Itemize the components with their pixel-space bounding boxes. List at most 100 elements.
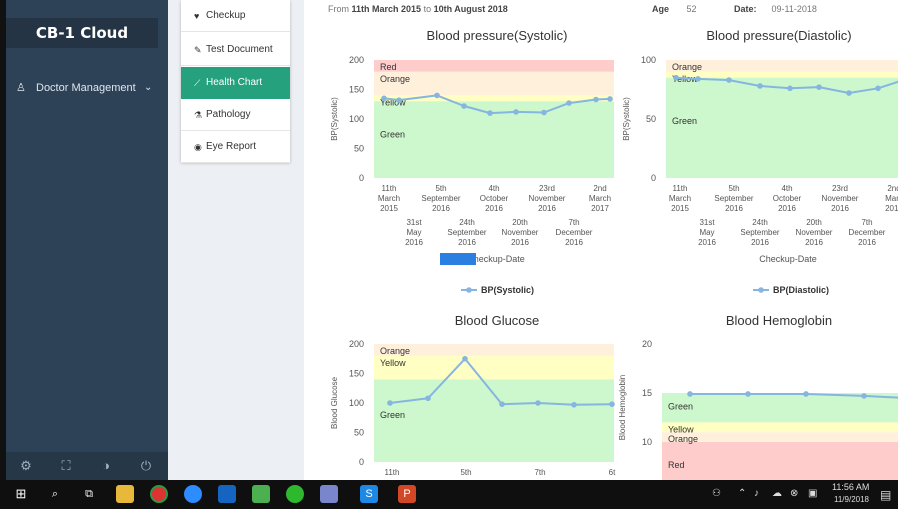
paint-icon[interactable] (252, 485, 270, 503)
x-tick-label: 11th (382, 184, 397, 193)
menu-item-pathology[interactable]: ⚗ Pathology (181, 99, 290, 131)
x-tick-label: October (480, 194, 509, 203)
menu-item-eye-report[interactable]: ◉ Eye Report (181, 131, 290, 163)
date-range: From 11th March 2015 to 10th August 2018 (328, 4, 508, 14)
x-tick-label: May (699, 228, 714, 237)
y-tick-label: 200 (349, 339, 364, 349)
zone-label-red: Red (380, 62, 397, 72)
zone-label-orange: Orange (380, 346, 410, 356)
y-tick-label: 50 (354, 144, 364, 154)
data-point (513, 109, 519, 115)
y-tick-label: 100 (349, 398, 364, 408)
zone-band-orange (662, 432, 898, 442)
tray-chevron-icon[interactable]: ⌃ (738, 488, 747, 499)
eye-slash-icon[interactable]: ◑ (102, 458, 110, 473)
skype-icon[interactable]: S (360, 485, 378, 503)
x-tick-label: 2017 (885, 204, 898, 213)
zone-label-green: Green (672, 116, 697, 126)
keyboard-icon[interactable]: ▣ (808, 488, 818, 499)
x-tick-label: 2016 (565, 238, 583, 247)
data-point (566, 100, 572, 106)
people-icon[interactable]: ⚇ (712, 488, 721, 499)
legend-swatch-dot (466, 287, 472, 293)
data-point (461, 103, 467, 109)
powerpoint-icon[interactable]: P (398, 485, 416, 503)
volume-icon[interactable]: ♪ (754, 488, 759, 499)
fullscreen-icon[interactable]: ⛶ (61, 458, 71, 473)
zone-band-yellow (666, 71, 898, 78)
x-tick-label: December (849, 228, 886, 237)
task-view-icon[interactable]: ⧉ (85, 488, 93, 500)
health-charts: RedOrangeYellowGreen050100150200BP(Systo… (330, 55, 898, 480)
y-tick-label: 200 (349, 55, 364, 65)
x-tick-label: 20th (512, 218, 528, 227)
y-tick-label: 50 (646, 114, 656, 124)
zone-band-yellow (374, 95, 614, 102)
paperclip-icon: ✎ (194, 45, 202, 55)
y-tick-label: 0 (359, 457, 364, 467)
y-tick-label: 20 (642, 339, 652, 349)
outlook-icon[interactable] (218, 485, 236, 503)
menu-item-label: Pathology (206, 109, 251, 120)
menu-item-label: Health Chart (206, 77, 263, 88)
x-tick-label: 7th (534, 468, 545, 477)
zone-label-green: Green (380, 410, 405, 420)
x-tick-label: 23rd (539, 184, 555, 193)
y-tick-label: 50 (354, 428, 364, 438)
y-tick-label: 100 (349, 114, 364, 124)
y-axis-label: Blood Hemoglobin (618, 375, 627, 440)
battery-icon[interactable]: ⊗ (790, 488, 799, 499)
search-icon[interactable]: ⌕ (51, 488, 59, 500)
sitemap-icon: ♙ (16, 82, 26, 94)
y-axis-label: BP(Systolic) (330, 97, 339, 141)
data-point (396, 97, 402, 103)
zone-band-red (374, 60, 614, 72)
notifications-icon[interactable]: ▤ (880, 488, 892, 502)
clock-time[interactable]: 11:56 AM (832, 482, 870, 492)
data-point (861, 393, 867, 399)
legend-label: BP(Diastolic) (773, 285, 829, 295)
data-point (816, 84, 822, 90)
gear-icon[interactable]: ⚙ (20, 458, 32, 473)
windows-taskbar: ⊞ ⌕ ⧉ S P ⚇ ⌃ ♪ ☁ ⊗ ▣ 11:56 AM 11/9/2018… (0, 480, 898, 509)
sidebar-item-doctor-management[interactable]: ♙ Doctor Management ⌄ (6, 76, 168, 100)
chevron-down-icon[interactable]: ⌄ (144, 82, 153, 93)
x-tick-label: 4th (488, 184, 499, 193)
windows-start-icon[interactable]: ⊞ (15, 486, 27, 501)
data-point (535, 400, 541, 406)
x-tick-label: May (406, 228, 421, 237)
file-explorer-icon[interactable] (116, 485, 134, 503)
x-tick-label: 2016 (432, 204, 450, 213)
x-tick-label: September (447, 228, 486, 237)
y-tick-label: 0 (651, 173, 656, 183)
x-tick-label: 2015 (380, 204, 398, 213)
x-tick-label: 24th (459, 218, 475, 227)
menu-item-test-document[interactable]: ✎ Test Document (181, 34, 290, 66)
x-tick-label: September (740, 228, 779, 237)
x-tick-label: November (796, 228, 833, 237)
x-tick-label: 2016 (511, 238, 529, 247)
notes-icon[interactable] (320, 485, 338, 503)
chrome-icon[interactable] (150, 485, 168, 503)
x-tick-label: 11th (673, 184, 688, 193)
network-icon[interactable]: ☁ (772, 488, 782, 499)
chart-title-glucose: Blood Glucose (454, 313, 540, 328)
data-point (687, 391, 693, 397)
menu-item-checkup[interactable]: ♥ Checkup (181, 0, 290, 32)
record-menu: ♥ Checkup ✎ Test Document ⟋ Health Chart… (181, 0, 290, 163)
zoom-icon[interactable] (184, 485, 202, 503)
x-tick-label: 6t (609, 468, 616, 477)
y-axis-label: BP(Systolic) (622, 97, 631, 141)
line-chat-icon[interactable] (286, 485, 304, 503)
power-icon[interactable]: ⏻ (140, 458, 152, 473)
data-point (757, 83, 763, 89)
x-tick-label: 2nd (887, 184, 898, 193)
x-tick-label: November (529, 194, 566, 203)
zone-band-orange (374, 71, 614, 96)
menu-item-health-chart[interactable]: ⟋ Health Chart (181, 67, 290, 99)
data-point (387, 400, 393, 406)
x-tick-label: 2016 (405, 238, 423, 247)
clock-date[interactable]: 11/9/2018 (834, 495, 869, 504)
zone-band-green (374, 101, 614, 178)
